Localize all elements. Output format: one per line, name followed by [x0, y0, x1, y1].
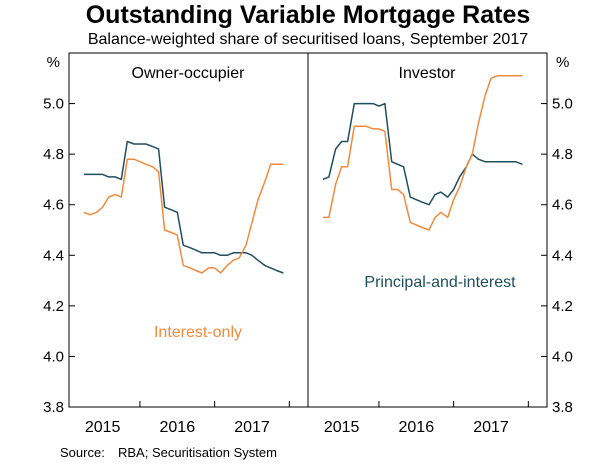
y-tick-label: 4.2 — [552, 298, 573, 315]
y-tick-label: 4.6 — [552, 197, 573, 214]
chart-title: Outstanding Variable Mortgage Rates — [85, 1, 531, 29]
x-tick-label: 2015 — [85, 419, 121, 436]
source-label: Source: — [60, 445, 105, 460]
interest-only-line-owner-occupier — [83, 158, 284, 274]
y-tick-label: 4.4 — [552, 247, 573, 264]
y-tick-label: 4.6 — [43, 197, 64, 214]
x-tick-label: 2016 — [160, 419, 196, 436]
left-y-axis-unit: % — [47, 54, 60, 71]
y-tick-label: 4.8 — [43, 146, 64, 163]
principal-and-interest-annotation: Principal-and-interest — [364, 274, 516, 291]
x-tick-label: 2017 — [234, 419, 270, 436]
right-y-axis-unit: % — [556, 54, 569, 71]
series-layer — [83, 75, 523, 274]
y-tick-label: 4.4 — [43, 247, 64, 264]
interest-only-line-investor — [322, 75, 523, 231]
axes-layer: 3.8 4.0 4.2 4.4 4.6 4.8 5.0 2015 2016 2017 3.8 4.0 4… — [43, 96, 573, 436]
y-tick-label: 4.0 — [43, 348, 64, 365]
investor-panel-title: Investor — [399, 65, 457, 82]
y-tick-label: 4.2 — [43, 298, 64, 315]
x-tick-label: 2015 — [324, 419, 360, 436]
principal-and-interest-line-owner-occupier — [83, 140, 284, 274]
y-tick-label: 4.0 — [552, 348, 573, 365]
chart-subtitle: Balance-weighted share of securitised lo… — [87, 31, 529, 48]
y-tick-label: 5.0 — [43, 96, 64, 113]
x-tick-label: 2017 — [473, 419, 509, 436]
source-text: RBA; Securitisation System — [118, 445, 277, 460]
y-tick-label: 3.8 — [552, 399, 573, 416]
interest-only-annotation: Interest-only — [154, 324, 242, 341]
x-tick-label: 2016 — [399, 419, 435, 436]
principal-and-interest-line-investor — [322, 102, 523, 206]
y-tick-label: 5.0 — [552, 96, 573, 113]
owner-occupier-panel-title: Owner-occupier — [132, 65, 246, 82]
y-tick-label: 4.8 — [552, 146, 573, 163]
y-tick-label: 3.8 — [43, 399, 64, 416]
